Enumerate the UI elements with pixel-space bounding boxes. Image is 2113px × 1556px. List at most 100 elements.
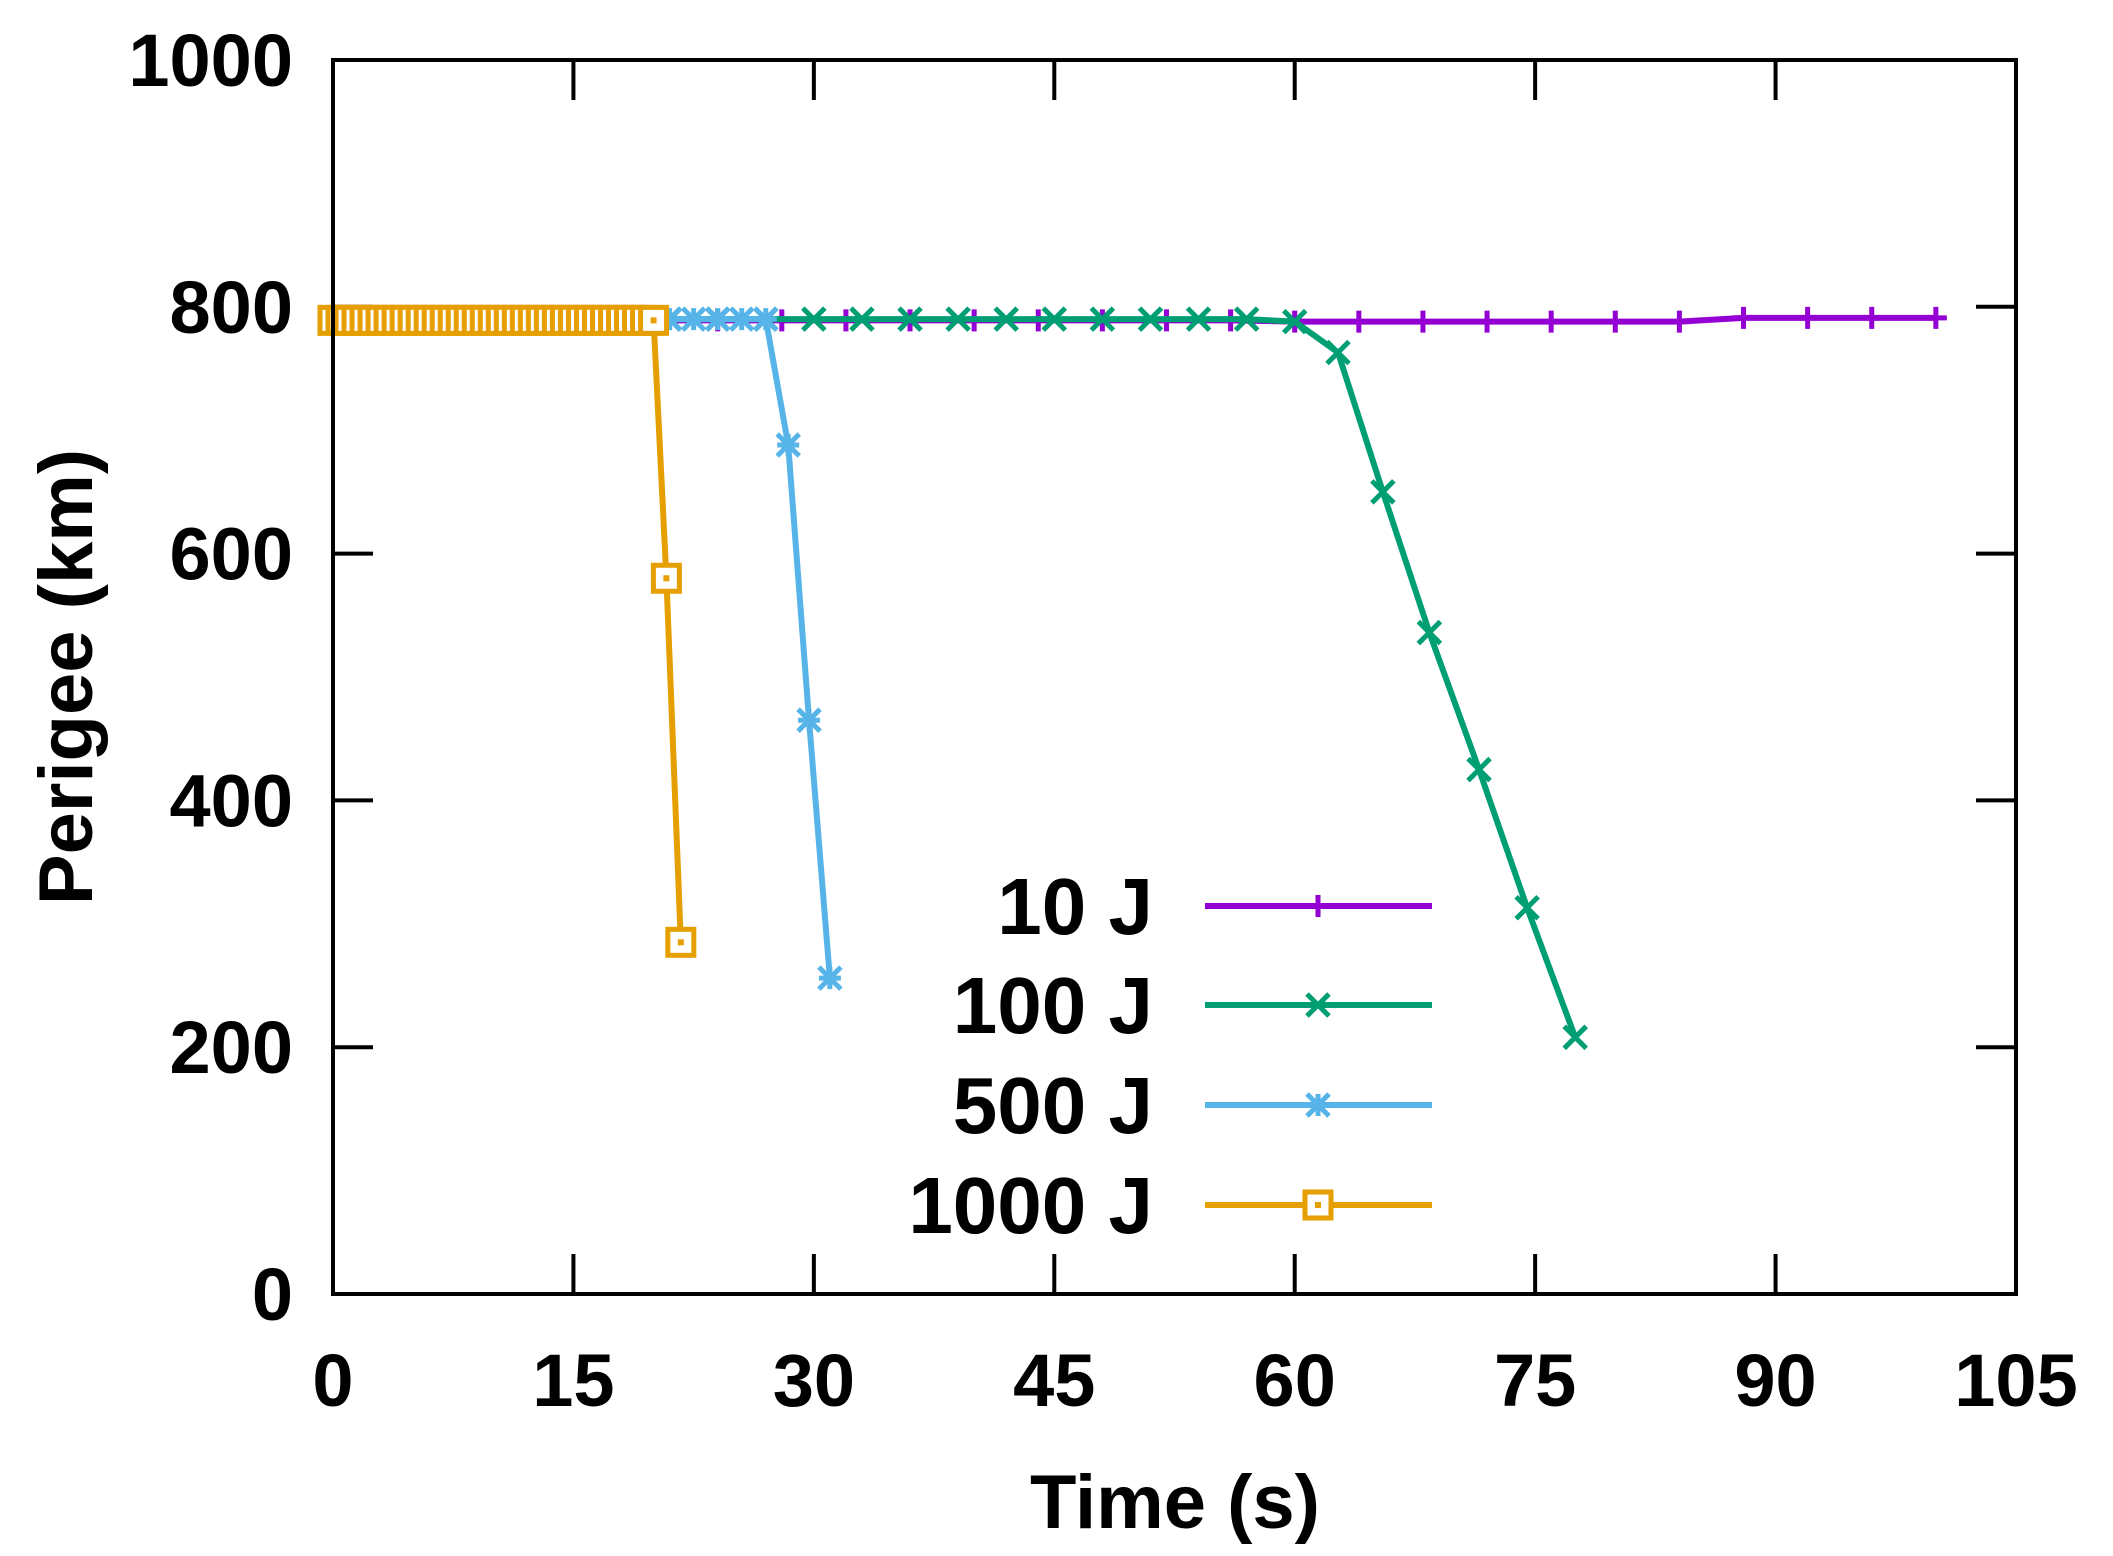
legend-label: 1000 J [908,1161,1153,1250]
x-marker-stroke [993,306,1019,332]
star-marker-stroke [1305,1092,1331,1118]
data-point-100-j [1185,306,1212,332]
data-point-1000-j [650,562,682,594]
data-point-500-j [796,707,822,733]
data-point-10-j [1860,306,1883,329]
legend-marker-1000-j [1302,1189,1334,1221]
legend-item-100-j: 100 J [953,961,1432,1050]
star-marker-stroke [704,306,731,332]
data-point-10-j [1476,310,1499,333]
data-point-10-j [1604,310,1627,333]
legend-item-10-j: 10 J [997,862,1432,951]
plot-background [333,60,2016,1294]
x-tick-label: 45 [1013,1339,1095,1422]
plus-marker-stroke [1860,306,1883,329]
x-marker-stroke [1089,306,1116,332]
x-marker-stroke [849,306,875,332]
data-point-100-j [1281,308,1308,335]
square-marker-dot [650,317,657,324]
square-marker-dot [677,939,684,946]
legend-marker-100-j [1305,992,1331,1018]
data-point-10-j [1540,310,1563,333]
data-point-10-j [1347,310,1370,333]
plus-marker-stroke [1307,895,1329,917]
star-marker-stroke [728,306,755,332]
data-point-100-j [993,306,1019,332]
x-marker-stroke [1370,479,1396,505]
star-marker-stroke [680,306,707,332]
x-axis-label: Time (s) [1030,1460,1320,1545]
data-point-500-j [656,306,683,332]
data-point-500-j [728,306,755,332]
x-marker-stroke [1305,992,1331,1018]
data-point-100-j [1370,479,1396,505]
plus-marker-stroke [1668,310,1691,333]
plus-marker-stroke [1540,310,1563,333]
data-point-500-j [817,965,843,991]
x-marker-stroke [945,306,971,332]
plus-marker-stroke [1796,306,1819,329]
legend: 10 J 100 J 500 J 1000 J [908,862,1432,1250]
x-tick-label: 75 [1494,1339,1576,1422]
data-point-100-j [1089,306,1116,332]
star-marker-stroke [796,707,822,733]
square-marker-dot [663,575,670,582]
data-point-500-j [680,306,707,332]
data-point-500-j [775,432,801,458]
data-point-1000-j [665,926,697,958]
x-marker-stroke [1466,756,1492,783]
series-1000-j [317,304,697,958]
legend-marker-500-j [1305,1092,1331,1118]
data-point-10-j [1411,310,1434,333]
legend-label: 10 J [997,862,1153,951]
y-tick-label: 400 [170,759,293,842]
legend-marker-10-j [1307,895,1329,917]
star-marker-stroke [753,306,779,332]
x-marker-stroke [1137,306,1164,332]
tick-labels: 0 15 30 45 60 75 90 105 0 200 400 600 800 1000 [128,19,2077,1422]
y-tick-label: 800 [170,266,293,349]
axis-ticks [333,60,2016,1294]
data-point-10-j [1668,310,1691,333]
data-point-100-j [1325,339,1351,366]
legend-item-500-j: 500 J [953,1061,1432,1150]
plus-marker-stroke [1347,310,1370,333]
star-marker-stroke [817,965,843,991]
x-marker-stroke [1041,306,1068,332]
x-marker-stroke [1416,619,1443,646]
plus-marker-stroke [1411,310,1434,333]
x-tick-label: 15 [532,1339,614,1422]
y-axis-label: Perigee (km) [24,449,109,905]
data-point-10-j [1732,306,1755,329]
data-point-100-j [897,306,923,332]
plus-marker-stroke [1732,306,1755,329]
square-marker-dot [1315,1202,1321,1208]
data-point-100-j [945,306,971,332]
legend-label: 500 J [953,1061,1153,1150]
x-marker-stroke [1233,306,1260,332]
y-tick-label: 600 [170,513,293,596]
x-marker-stroke [1281,308,1308,335]
y-tick-label: 0 [252,1253,293,1336]
plot-frame [331,58,2018,1296]
data-point-100-j [849,306,875,332]
x-marker-stroke [1514,894,1540,921]
data-point-10-j [1924,306,1947,329]
x-marker-stroke [1185,306,1212,332]
star-marker-stroke [656,306,683,332]
data-point-1000-j [638,304,670,336]
data-point-10-j [1796,306,1819,329]
x-marker-stroke [1562,1024,1588,1051]
x-tick-label: 60 [1254,1339,1336,1422]
data-point-100-j [801,306,827,332]
plus-marker-stroke [1924,306,1947,329]
data-point-100-j [1466,756,1492,783]
x-marker-stroke [801,306,827,332]
y-tick-label: 200 [170,1006,293,1089]
x-tick-label: 105 [1954,1339,2077,1422]
data-point-100-j [1233,306,1260,332]
x-tick-label: 30 [773,1339,855,1422]
data-point-100-j [1514,894,1540,921]
plus-marker-stroke [1476,310,1499,333]
x-tick-label: 90 [1734,1339,1816,1422]
